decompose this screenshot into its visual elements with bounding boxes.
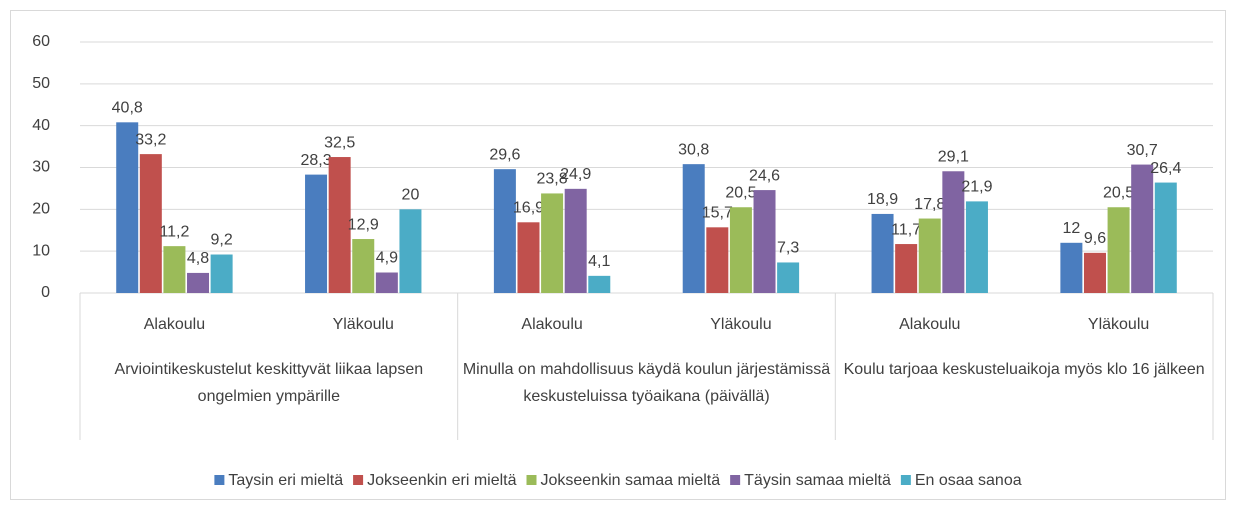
data-label: 26,4 (1150, 160, 1181, 177)
bar (139, 154, 162, 293)
bar (753, 190, 776, 293)
data-label: 28,3 (300, 152, 331, 169)
y-tick-label: 0 (41, 284, 50, 301)
data-label: 12,9 (348, 216, 379, 233)
data-label: 9,2 (210, 232, 232, 249)
data-label: 20 (402, 187, 420, 204)
bar (328, 157, 351, 293)
y-tick-label: 40 (32, 117, 50, 134)
x-tick-label: Alakoulu (899, 316, 960, 333)
data-label: 30,8 (678, 141, 709, 158)
data-label: 29,1 (938, 148, 969, 165)
legend-swatch (526, 475, 537, 485)
data-label: 21,9 (961, 179, 992, 196)
group-label: Arviointikeskustelut keskittyvät liikaa … (114, 361, 424, 405)
data-label: 7,3 (777, 240, 799, 257)
legend-label: Täysin samaa mieltä (744, 472, 891, 489)
y-tick-label: 60 (32, 33, 50, 50)
bar (942, 171, 965, 293)
data-label: 4,1 (588, 253, 610, 270)
group-label: Koulu tarjoaa keskusteluaikoja myös klo … (843, 361, 1205, 378)
data-label: 11,7 (891, 221, 921, 238)
data-label: 18,9 (867, 191, 898, 208)
bar (564, 188, 587, 293)
bar (1131, 164, 1154, 293)
bar (588, 275, 611, 293)
data-label: 24,9 (560, 166, 591, 183)
bar (116, 122, 139, 293)
bar (163, 246, 186, 293)
legend-label: Jokseenkin samaa mieltä (541, 472, 721, 489)
data-label: 30,7 (1127, 142, 1158, 159)
data-label: 15,7 (702, 205, 733, 222)
y-tick-label: 30 (32, 159, 50, 176)
x-tick-label: Yläkoulu (333, 316, 394, 333)
bar (541, 193, 564, 293)
legend-label: Taysin eri mieltä (228, 472, 343, 489)
bar (682, 164, 705, 293)
data-label: 20,5 (725, 184, 756, 201)
bar (1107, 207, 1130, 293)
y-tick-label: 20 (32, 201, 50, 218)
data-label: 9,6 (1084, 230, 1106, 247)
x-tick-label: Alakoulu (144, 316, 205, 333)
legend-swatch (900, 475, 911, 485)
bar (1154, 182, 1177, 293)
bar (895, 244, 918, 293)
bar (352, 239, 375, 293)
bar (187, 272, 210, 293)
bar (871, 213, 894, 293)
legend-label: En osaa sanoa (915, 472, 1022, 489)
legend-swatch (353, 475, 364, 485)
bar (375, 272, 398, 293)
x-tick-label: Alakoulu (521, 316, 582, 333)
data-label: 20,5 (1103, 184, 1134, 201)
bar (305, 174, 328, 293)
group-label: Minulla on mahdollisuus käydä koulun jär… (462, 361, 831, 405)
legend-swatch (730, 475, 741, 485)
bar (1083, 252, 1106, 293)
y-tick-label: 10 (32, 242, 50, 259)
legend-swatch (214, 475, 225, 485)
x-tick-label: Yläkoulu (710, 316, 771, 333)
bar (517, 222, 540, 293)
y-tick-label: 50 (32, 75, 50, 92)
bar (729, 207, 752, 293)
data-label: 12 (1062, 220, 1080, 237)
data-label: 4,8 (187, 250, 209, 267)
data-label: 32,5 (324, 134, 355, 151)
data-label: 23,8 (537, 171, 568, 188)
bar (918, 218, 941, 293)
legend-label: Jokseenkin eri mieltä (367, 472, 517, 489)
bar (210, 254, 233, 293)
data-label: 11,2 (159, 223, 189, 240)
bar (777, 262, 800, 293)
bar (1060, 242, 1083, 293)
data-label: 24,6 (749, 167, 780, 184)
data-label: 29,6 (489, 146, 520, 163)
data-label: 40,8 (112, 100, 143, 117)
bar (399, 209, 422, 293)
data-label: 33,2 (135, 131, 166, 148)
x-tick-label: Yläkoulu (1088, 316, 1149, 333)
data-label: 16,9 (513, 200, 544, 217)
data-label: 17,8 (914, 196, 945, 213)
bar (706, 227, 729, 293)
bar (965, 201, 988, 293)
data-label: 4,9 (376, 250, 398, 267)
bar (493, 169, 516, 293)
